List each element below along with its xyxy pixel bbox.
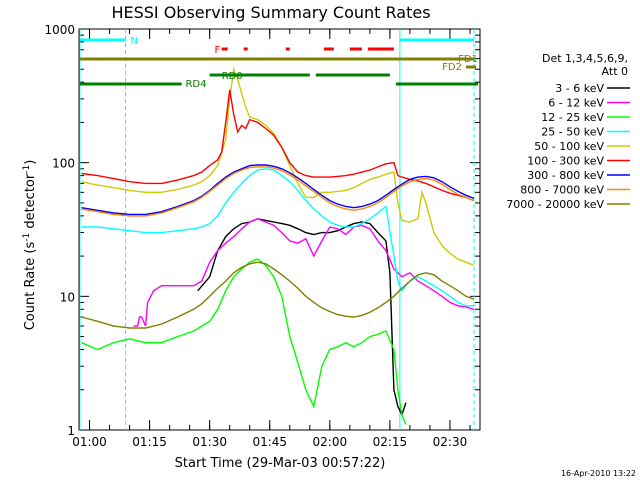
y-axis-label-main: Count Rate (s (23, 242, 38, 331)
legend-entry-label: 12 - 25 keV (541, 111, 604, 124)
y-axis-label-end: ) (23, 160, 38, 165)
y-tick-label: 10 (60, 290, 75, 304)
legend-entry-label: 25 - 50 keV (541, 126, 604, 139)
legend-title-line-1: Det 1,3,4,5,6,9, (542, 52, 628, 65)
y-tick-label: 1 (67, 424, 75, 438)
y-axis-label-sup2: -1 (22, 165, 32, 174)
annotation-label: FD2 (442, 62, 462, 73)
annotation-label: FD1 (458, 54, 478, 65)
legend: Det 1,3,4,5,6,9, Att 0 3 - 6 keV 6 - 12 k… (506, 52, 630, 211)
series-line (81, 89, 475, 202)
legend-entry-label: 100 - 300 keV (527, 155, 604, 168)
plot-frame (78, 28, 481, 431)
chart-title: HESSI Observing Summary Count Rates (111, 3, 430, 22)
x-tick-label: 02:00 (313, 435, 348, 449)
y-axis-label-sup1: -1 (22, 233, 32, 242)
legend-entry-label: 6 - 12 keV (548, 97, 604, 110)
annotation-label: N (130, 36, 137, 47)
series-line (81, 261, 475, 329)
y-axis-label: Count Rate (s-1 detector-1) (22, 160, 38, 331)
y-tick-label: 100 (52, 157, 75, 171)
legend-entry-label: 50 - 100 keV (534, 140, 604, 153)
x-tick-label: 01:30 (192, 435, 227, 449)
x-tick-label: 01:00 (72, 435, 107, 449)
x-axis-label: Start Time (29-Mar-03 00:57:22) (175, 456, 386, 471)
legend-entry-label: 300 - 800 keV (527, 169, 604, 182)
y-axis-label-mid: detector (23, 173, 38, 233)
svg-text:Count Rate (s-1 detector-1): Count Rate (s-1 detector-1) (22, 160, 38, 331)
x-tick-label: 02:30 (433, 435, 468, 449)
series-line (81, 168, 474, 307)
annotation-label: RD0 (222, 71, 243, 82)
plot-area: 1 10 100 1000 01:00 01:15 01:30 01:45 02:00 02:15… (44, 23, 481, 449)
y-tick-label: 1000 (44, 23, 75, 37)
legend-entry-label: 3 - 6 keV (555, 82, 604, 95)
series-line (81, 164, 475, 216)
legend-entry-label: 7000 - 20000 keV (506, 198, 604, 211)
legend-title-line-2: Att 0 (602, 65, 628, 78)
x-tick-label: 01:15 (132, 435, 167, 449)
series-line (81, 258, 407, 425)
series-line (81, 66, 475, 267)
series-line (133, 218, 475, 327)
footer-date: 16-Apr-2010 13:22 (561, 469, 636, 478)
annotation-label: F (214, 45, 220, 56)
x-tick-label: 01:45 (252, 435, 287, 449)
series-line (197, 218, 407, 417)
legend-entry-label: 800 - 7000 keV (520, 184, 604, 197)
series-line (81, 166, 475, 217)
annotation-label: RD4 (185, 79, 206, 90)
x-tick-label: 02:15 (373, 435, 408, 449)
